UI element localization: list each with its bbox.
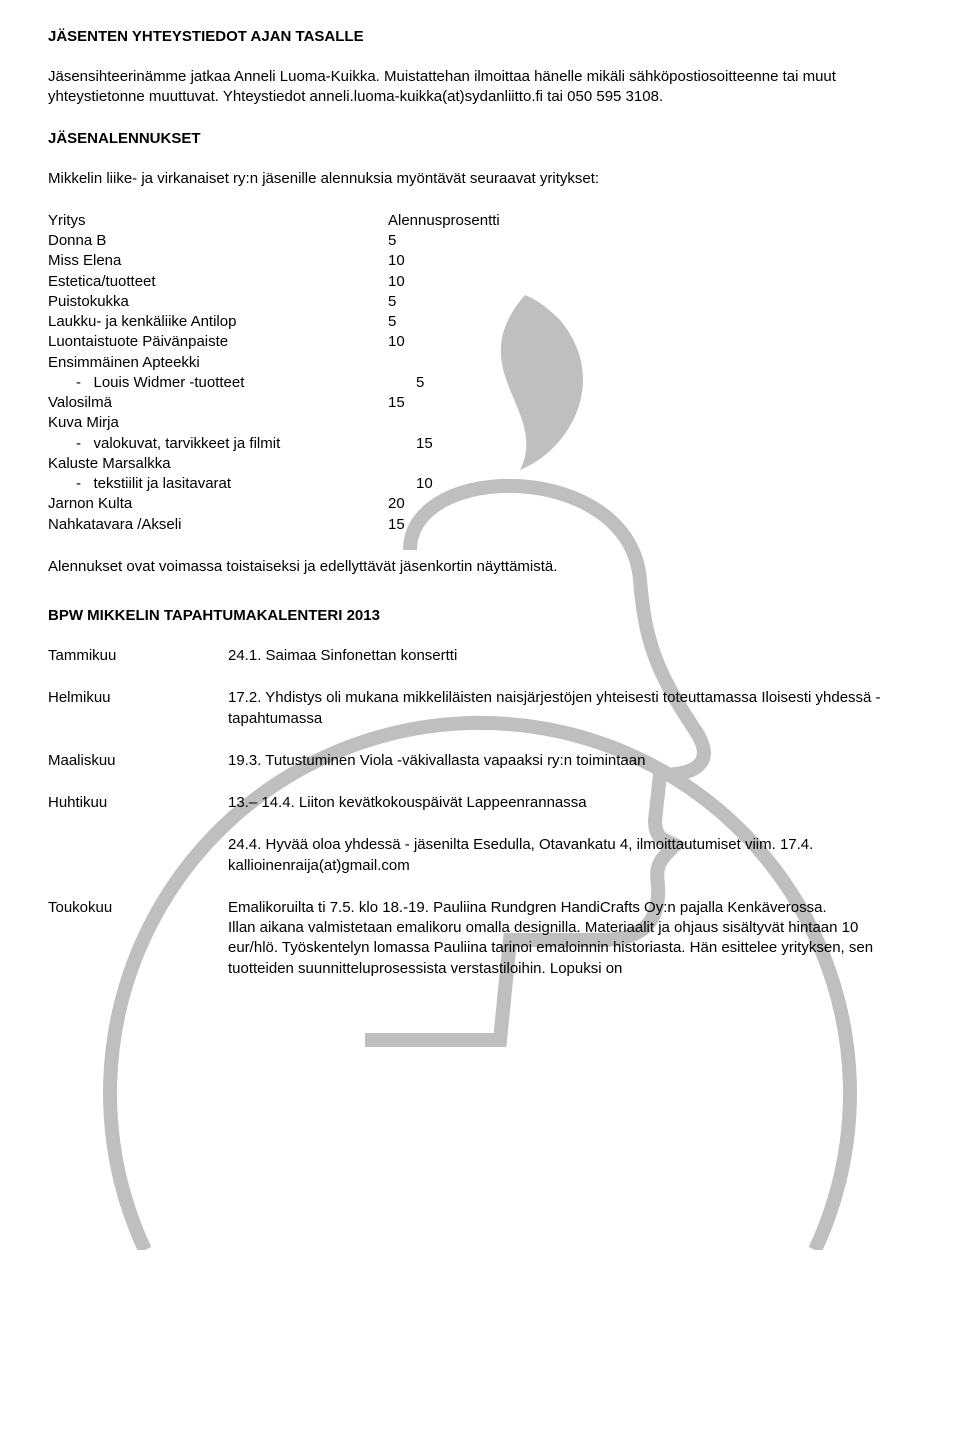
discount-row: Miss Elena10 xyxy=(48,251,912,271)
discount-percent: 10 xyxy=(416,474,912,494)
discount-name: Laukku- ja kenkäliike Antilop xyxy=(48,312,388,332)
discount-percent: 15 xyxy=(388,393,912,413)
calendar-row: Maaliskuu19.3. Tutustuminen Viola -väkiv… xyxy=(48,751,912,771)
discount-name: Jarnon Kulta xyxy=(48,494,388,514)
discount-percent: 15 xyxy=(388,515,912,535)
discount-header-company: Yritys xyxy=(48,211,388,231)
discount-name: Puistokukka xyxy=(48,292,388,312)
dash-icon: - xyxy=(76,475,94,492)
contact-heading: JÄSENTEN YHTEYSTIEDOT AJAN TASALLE xyxy=(48,28,912,45)
calendar-row: Toukokuu Emalikoruilta ti 7.5. klo 18.-1… xyxy=(48,898,912,979)
discount-row: Ensimmäinen Apteekki xyxy=(48,353,912,373)
discount-name: Valosilmä xyxy=(48,393,388,413)
discount-name: Estetica/tuotteet xyxy=(48,272,388,292)
discount-percent: 5 xyxy=(416,373,912,393)
discount-row: Jarnon Kulta20 xyxy=(48,494,912,514)
calendar-table: Tammikuu24.1. Saimaa Sinfonettan konsert… xyxy=(48,646,912,813)
discount-percent xyxy=(388,413,912,433)
discount-name: - tekstiilit ja lasitavarat xyxy=(48,474,416,494)
discount-name: Nahkatavara /Akseli xyxy=(48,515,388,535)
discount-percent: 10 xyxy=(388,272,912,292)
discount-percent: 5 xyxy=(388,312,912,332)
discount-table: Yritys Alennusprosentti Donna B5Miss Ele… xyxy=(48,211,912,535)
discounts-footer: Alennukset ovat voimassa toistaiseksi ja… xyxy=(48,557,912,577)
discount-row: Estetica/tuotteet10 xyxy=(48,272,912,292)
discount-percent: 10 xyxy=(388,251,912,271)
discount-row: Nahkatavara /Akseli15 xyxy=(48,515,912,535)
discount-percent xyxy=(388,454,912,474)
discount-header-row: Yritys Alennusprosentti xyxy=(48,211,912,231)
discount-row: - valokuvat, tarvikkeet ja filmit15 xyxy=(48,434,912,454)
calendar-april-sub: 24.4. Hyvää oloa yhdessä - jäsenilta Ese… xyxy=(228,835,912,876)
discount-row: - Louis Widmer -tuotteet5 xyxy=(48,373,912,393)
calendar-row: Tammikuu24.1. Saimaa Sinfonettan konsert… xyxy=(48,646,912,666)
discount-row: Kuva Mirja xyxy=(48,413,912,433)
calendar-desc: 13.– 14.4. Liiton kevätkokouspäivät Lapp… xyxy=(228,793,912,813)
contact-body: Jäsensihteerinämme jatkaa Anneli Luoma-K… xyxy=(48,67,912,108)
discount-row: Puistokukka5 xyxy=(48,292,912,312)
discount-header-percent: Alennusprosentti xyxy=(388,211,912,231)
dash-icon: - xyxy=(76,374,94,391)
calendar-month: Toukokuu xyxy=(48,898,228,979)
discount-row: Luontaistuote Päivänpaiste10 xyxy=(48,332,912,352)
calendar-month: Maaliskuu xyxy=(48,751,228,771)
discount-name: Luontaistuote Päivänpaiste xyxy=(48,332,388,352)
calendar-row: Huhtikuu13.– 14.4. Liiton kevätkokouspäi… xyxy=(48,793,912,813)
discount-percent: 15 xyxy=(416,434,912,454)
discounts-heading: JÄSENALENNUKSET xyxy=(48,130,912,147)
discount-percent: 5 xyxy=(388,231,912,251)
discount-name: - valokuvat, tarvikkeet ja filmit xyxy=(48,434,416,454)
calendar-desc: 19.3. Tutustuminen Viola -väkivallasta v… xyxy=(228,751,912,771)
dash-icon: - xyxy=(76,435,94,452)
calendar-month: Helmikuu xyxy=(48,688,228,729)
discount-name: - Louis Widmer -tuotteet xyxy=(48,373,416,393)
discount-percent: 20 xyxy=(388,494,912,514)
calendar-desc: Emalikoruilta ti 7.5. klo 18.-19. Paulii… xyxy=(228,898,912,979)
discount-name: Kuva Mirja xyxy=(48,413,388,433)
calendar-row: Helmikuu17.2. Yhdistys oli mukana mikkel… xyxy=(48,688,912,729)
discount-row: Kaluste Marsalkka xyxy=(48,454,912,474)
discount-percent: 5 xyxy=(388,292,912,312)
discount-name: Miss Elena xyxy=(48,251,388,271)
discount-row: - tekstiilit ja lasitavarat10 xyxy=(48,474,912,494)
discount-row: Donna B5 xyxy=(48,231,912,251)
discount-row: Laukku- ja kenkäliike Antilop5 xyxy=(48,312,912,332)
discount-percent xyxy=(388,353,912,373)
calendar-desc: 24.1. Saimaa Sinfonettan konsertti xyxy=(228,646,912,666)
discount-name: Donna B xyxy=(48,231,388,251)
discount-percent: 10 xyxy=(388,332,912,352)
calendar-month: Tammikuu xyxy=(48,646,228,666)
discounts-intro: Mikkelin liike- ja virkanaiset ry:n jäse… xyxy=(48,169,912,189)
discount-name: Ensimmäinen Apteekki xyxy=(48,353,388,373)
calendar-heading: BPW MIKKELIN TAPAHTUMAKALENTERI 2013 xyxy=(48,607,912,624)
calendar-month: Huhtikuu xyxy=(48,793,228,813)
calendar-desc: 17.2. Yhdistys oli mukana mikkeliläisten… xyxy=(228,688,912,729)
discount-name: Kaluste Marsalkka xyxy=(48,454,388,474)
discount-row: Valosilmä15 xyxy=(48,393,912,413)
